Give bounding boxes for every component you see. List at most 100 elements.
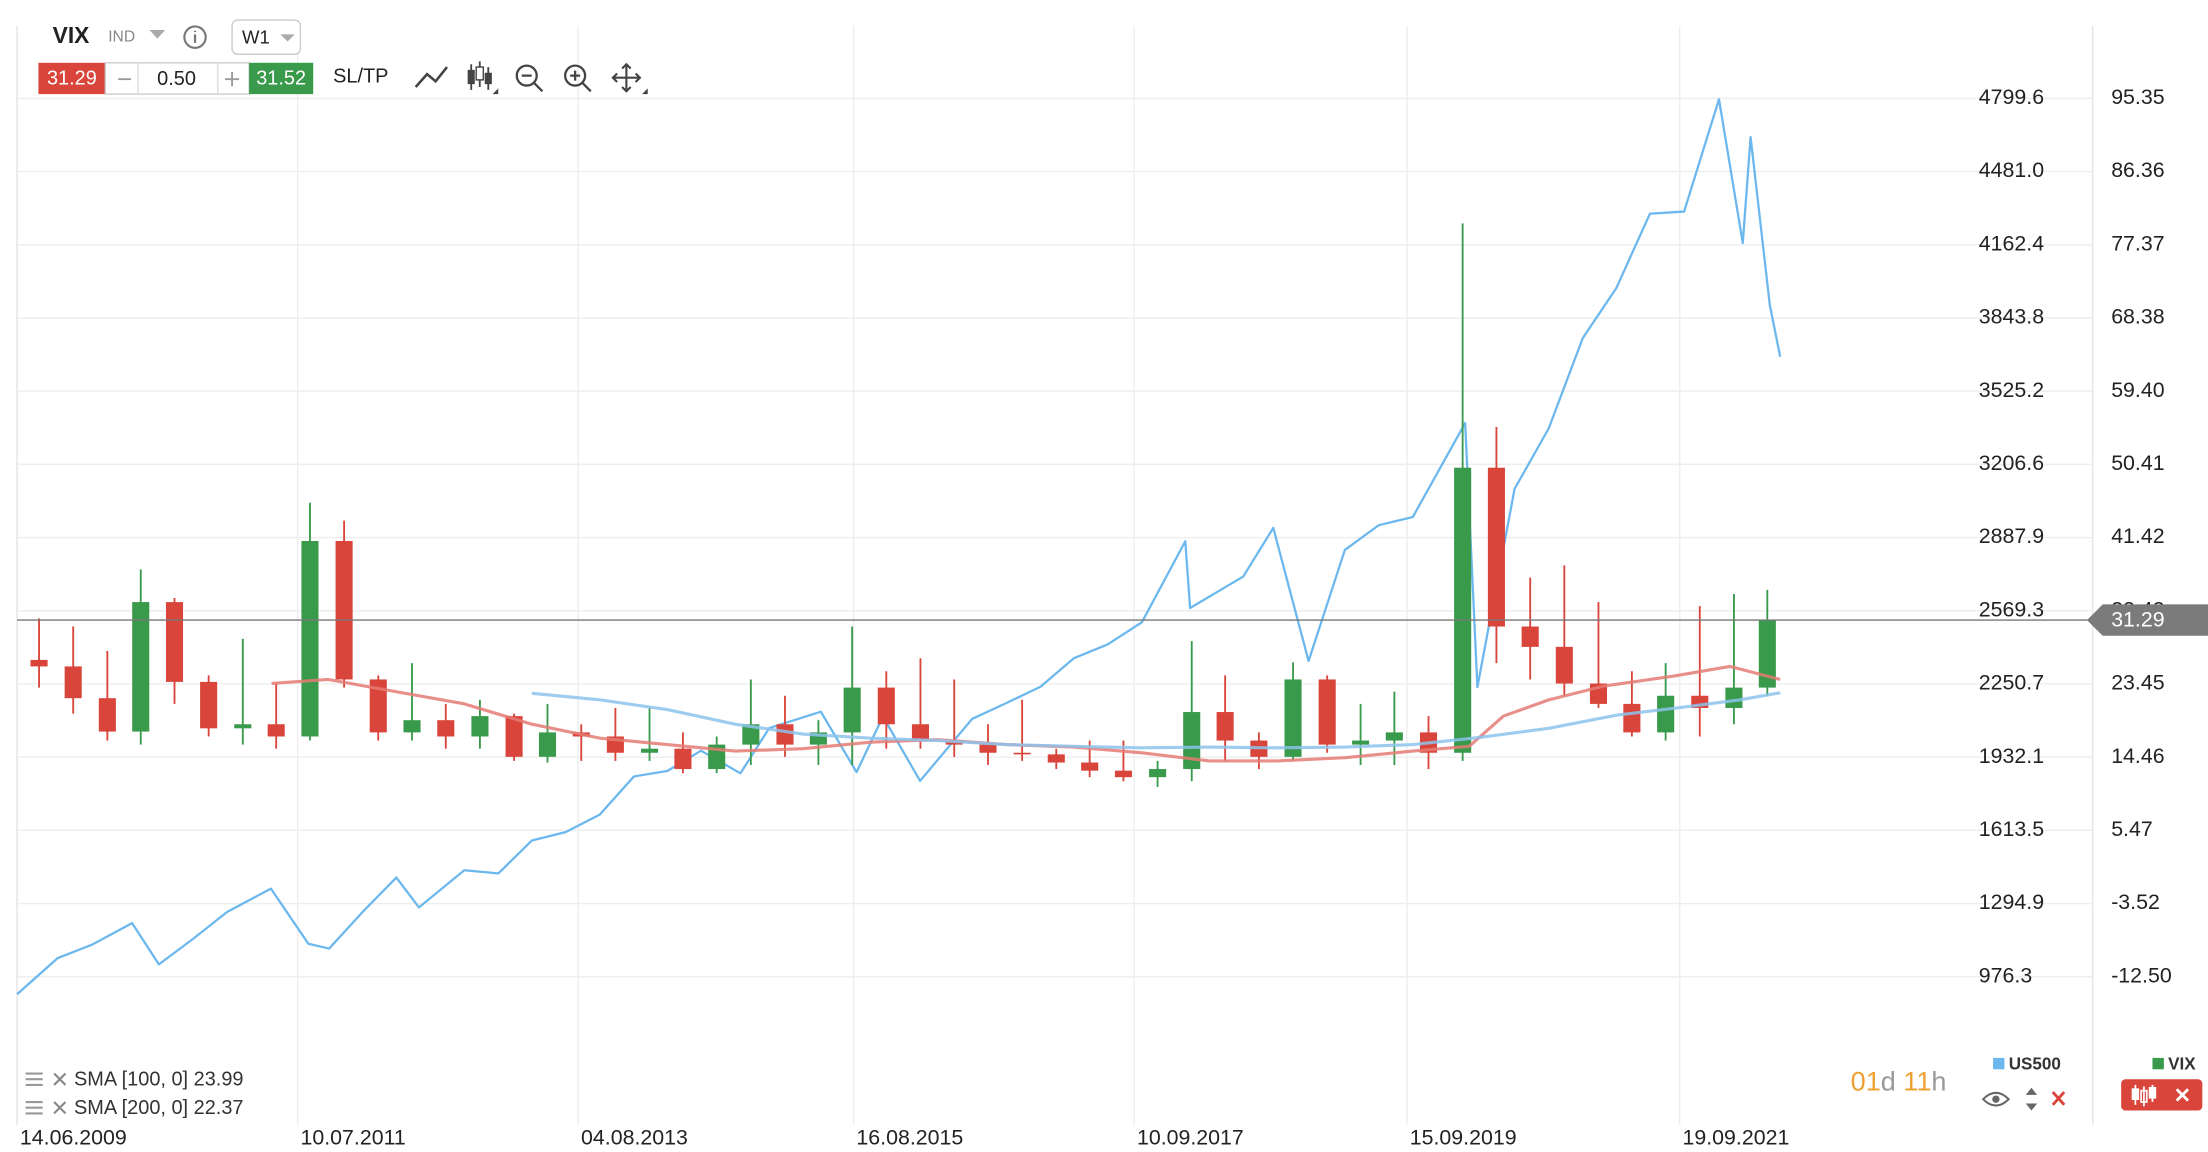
sma-200-value: 22.37 bbox=[194, 1097, 244, 1119]
candle-body bbox=[335, 540, 353, 680]
candle-body bbox=[267, 724, 285, 737]
candle-body bbox=[1047, 754, 1065, 763]
sma-100-value: 23.99 bbox=[194, 1069, 244, 1091]
legend-swatch bbox=[1993, 1057, 2005, 1070]
candle-type-icon bbox=[2131, 1084, 2157, 1107]
y-tick-label: 1932.1 bbox=[1979, 744, 2044, 768]
y2-tick-label: 5.47 bbox=[2111, 817, 2153, 841]
y2-tick-label: 23.45 bbox=[2111, 671, 2164, 695]
x-tick-label: 14.06.2009 bbox=[20, 1126, 127, 1150]
candle-body bbox=[471, 716, 489, 737]
remove-icon[interactable] bbox=[2175, 1088, 2190, 1102]
x-tick-label: 19.09.2021 bbox=[1683, 1126, 1790, 1150]
line-series bbox=[16, 98, 1782, 996]
y-tick-label: 2887.9 bbox=[1979, 524, 2044, 548]
candle-body bbox=[1284, 679, 1302, 757]
dropdown-arrow[interactable] bbox=[149, 30, 166, 39]
y-tick-label: 4162.4 bbox=[1979, 231, 2044, 255]
candle-body bbox=[776, 724, 794, 745]
interval-select[interactable] bbox=[231, 19, 302, 55]
candle-body bbox=[1013, 752, 1031, 755]
x-tick-label: 15.09.2019 bbox=[1410, 1126, 1517, 1150]
candle-body bbox=[1149, 769, 1167, 778]
candle-body bbox=[1385, 732, 1403, 741]
sma-200-label: SMA [200, 0] 22.37 bbox=[74, 1097, 243, 1119]
candle-body bbox=[1216, 712, 1234, 741]
buy-button[interactable] bbox=[249, 62, 314, 95]
legend-label: VIX bbox=[2168, 1055, 2196, 1074]
candle-body bbox=[1114, 770, 1132, 778]
candle-body bbox=[1183, 712, 1201, 770]
legend-swatch bbox=[2152, 1057, 2164, 1070]
sell-price: 31.29 bbox=[47, 67, 97, 89]
reorder-icon[interactable] bbox=[2025, 1087, 2038, 1111]
candle-body bbox=[369, 679, 387, 733]
sltp[interactable]: SL/TP bbox=[333, 65, 388, 87]
zoom-out-icon[interactable] bbox=[515, 64, 544, 93]
candle-body bbox=[538, 732, 557, 757]
candle-body bbox=[979, 744, 997, 753]
buy-price: 31.52 bbox=[256, 67, 306, 89]
line-series bbox=[531, 691, 1781, 750]
candle-timer: 01d 11h bbox=[1851, 1067, 1947, 1097]
candle-body bbox=[1521, 626, 1539, 647]
y-tick-label: 2250.7 bbox=[1979, 671, 2044, 695]
zoom-in-icon[interactable] bbox=[564, 64, 592, 93]
price-label: 31.29 bbox=[2111, 607, 2164, 631]
sma-200-name: SMA [200, 0] bbox=[74, 1097, 188, 1119]
symbol[interactable]: VIX bbox=[53, 22, 90, 48]
y2-tick-label: 59.40 bbox=[2111, 378, 2165, 402]
y2-tick-label: 95.35 bbox=[2111, 85, 2164, 109]
y-tick-label: 3525.2 bbox=[1979, 378, 2044, 402]
series-legend: US500 VIX bbox=[1981, 1055, 2203, 1111]
y2-tick-label: -12.50 bbox=[2111, 963, 2172, 987]
candle-body bbox=[1454, 467, 1472, 753]
candle-body bbox=[742, 724, 760, 745]
y-tick-label: 976.3 bbox=[1979, 963, 2032, 987]
candle-body bbox=[165, 602, 184, 682]
y-tick-label: 1613.5 bbox=[1979, 817, 2044, 841]
candle-body bbox=[674, 748, 692, 770]
candle-body bbox=[1623, 703, 1641, 733]
x-tick-label: 04.08.2013 bbox=[581, 1126, 688, 1150]
y2-tick-label: 50.41 bbox=[2111, 451, 2164, 475]
candle-body bbox=[1758, 620, 1776, 688]
candle-body bbox=[1352, 740, 1370, 745]
line-chart-icon[interactable] bbox=[414, 66, 449, 88]
info-icon[interactable] bbox=[183, 25, 207, 49]
candle-body bbox=[98, 698, 116, 732]
candle-body bbox=[505, 716, 523, 757]
y-tick-label: 3843.8 bbox=[1979, 305, 2044, 329]
visibility-icon[interactable] bbox=[1981, 1091, 2011, 1107]
candle-body bbox=[301, 540, 319, 737]
candle-body bbox=[132, 602, 150, 732]
y-tick-label: 3206.6 bbox=[1979, 451, 2044, 475]
candle-body bbox=[1081, 762, 1099, 771]
sma-100-name: SMA [100, 0] bbox=[74, 1069, 188, 1091]
price-label-box bbox=[2086, 604, 2208, 636]
candle-body bbox=[437, 720, 455, 737]
candle-body bbox=[403, 720, 421, 733]
remove-icon[interactable] bbox=[2051, 1091, 2066, 1106]
legend-label: US500 bbox=[2009, 1055, 2061, 1074]
indicator-menu-icon[interactable] bbox=[25, 1072, 67, 1115]
candle-body bbox=[1555, 646, 1573, 684]
indicator-legend: SMA [100, 0] 23.99 SMA [200, 0] 22.37 bbox=[25, 1069, 244, 1119]
y-tick-label: 2569.3 bbox=[1979, 597, 2044, 621]
interval: W1 bbox=[242, 26, 270, 47]
y2-tick-label: 68.38 bbox=[2111, 305, 2164, 329]
y2-tick-label: -3.52 bbox=[2111, 890, 2160, 914]
candle-body bbox=[1487, 467, 1505, 627]
candle-body bbox=[843, 687, 861, 733]
candle-body bbox=[1318, 679, 1336, 745]
sell-button[interactable] bbox=[38, 62, 106, 95]
sma-100-label: SMA [100, 0] 23.99 bbox=[74, 1069, 243, 1091]
plus[interactable] bbox=[224, 72, 240, 87]
y2-tick-label: 14.46 bbox=[2111, 744, 2164, 768]
y-tick-label: 4799.6 bbox=[1979, 85, 2044, 109]
plot-area bbox=[16, 98, 2093, 996]
x-tick-label: 10.09.2017 bbox=[1137, 1126, 1244, 1150]
